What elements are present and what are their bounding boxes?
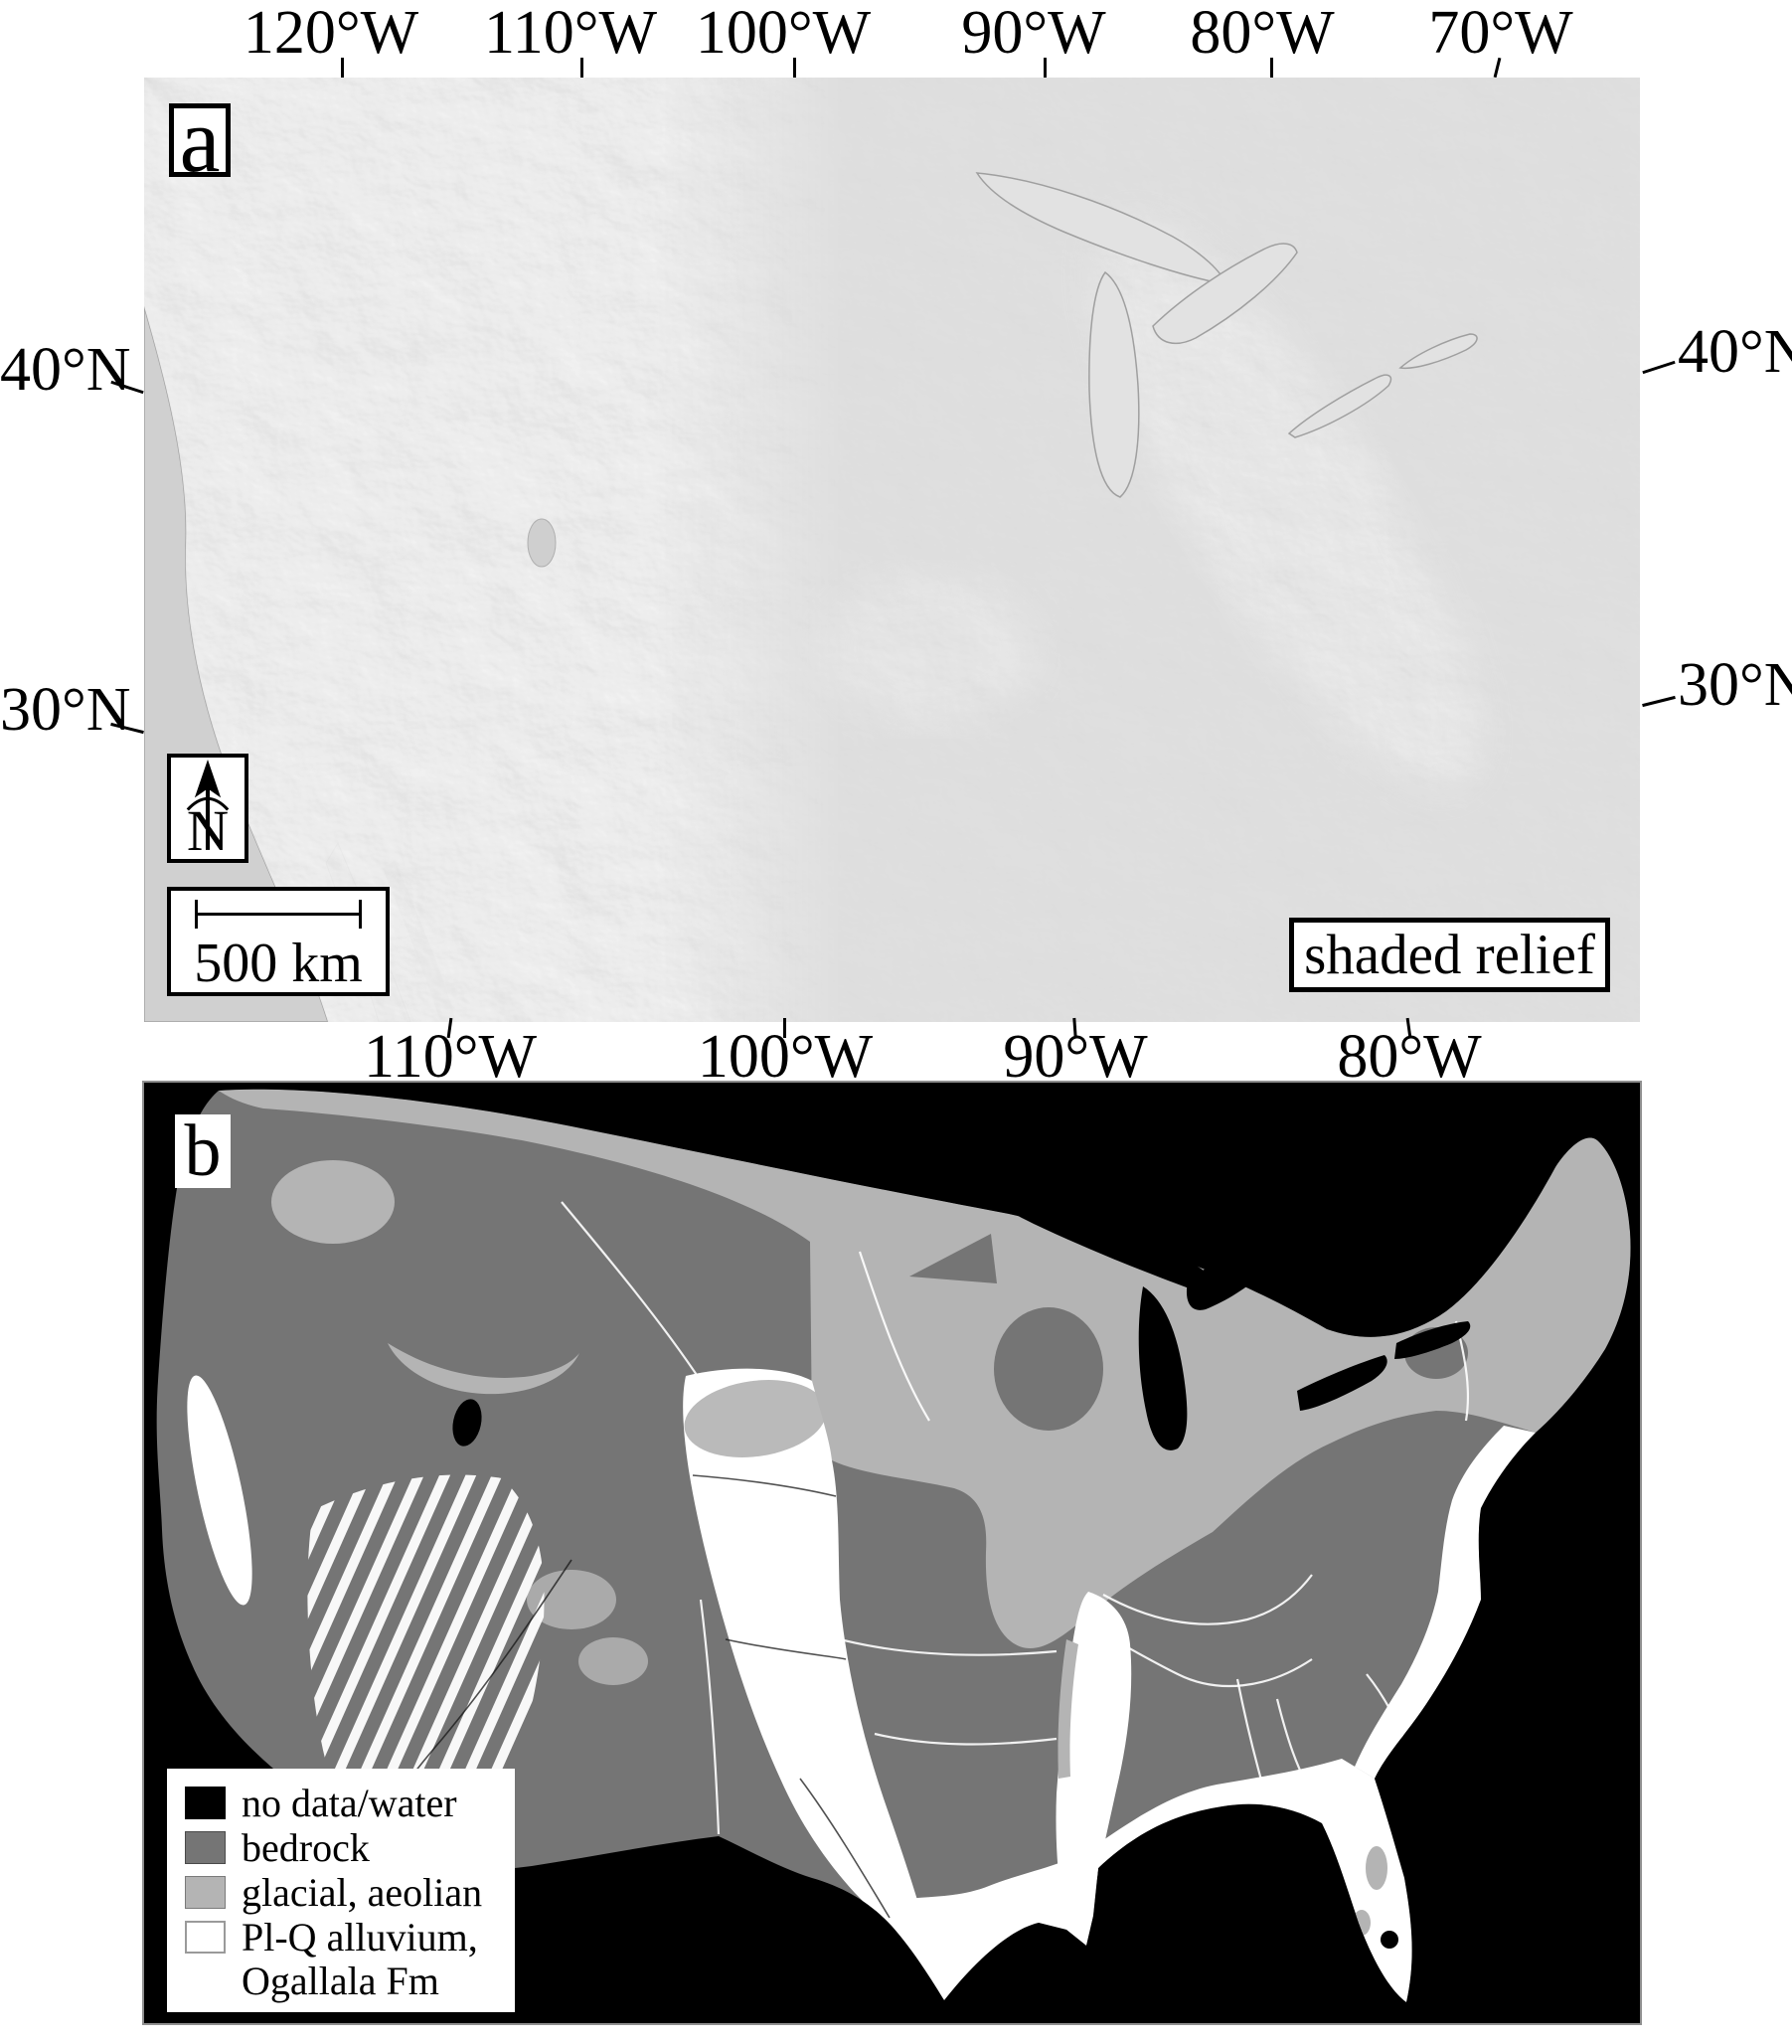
florida-aeolian-patch	[1366, 1846, 1387, 1890]
panel-a-letter: a	[179, 89, 221, 191]
legend-swatch-alluvium	[185, 1921, 226, 1954]
legend-item-no-data: no data/water	[185, 1781, 505, 1825]
lake-okeechobee	[1381, 1931, 1398, 1949]
north-label-glyph: N	[187, 798, 229, 859]
top-axis-label: 70°W	[1428, 0, 1573, 67]
shaded-relief-caption-box: shaded relief	[1289, 918, 1610, 992]
shaded-relief-rendering	[144, 78, 1640, 1022]
great-salt-lake-relief	[527, 518, 557, 568]
great-salt-lake	[452, 1399, 482, 1447]
right-axis-tick	[1642, 695, 1676, 708]
right-axis-label: 40°N	[1678, 318, 1792, 386]
atlantic-coastal-plain-alluvium	[1355, 1426, 1536, 1779]
scale-bar-line	[195, 900, 362, 930]
top-axis-label: 110°W	[483, 0, 658, 67]
north-arrow-box: N N	[167, 754, 248, 863]
legend-item-bedrock: bedrock	[185, 1825, 505, 1870]
panel-b-letter: b	[184, 1110, 222, 1192]
map-legend: no data/water bedrock glacial, aeolian P…	[167, 1769, 515, 2012]
colorado-plateau-patch	[578, 1637, 648, 1685]
legend-item-alluvium-line2: Ogallala Fm	[185, 1959, 505, 2003]
top-axis-label: 90°W	[961, 0, 1106, 67]
panel-b-geology-map: b no data/water bedrock glacial, aeolian…	[142, 1081, 1642, 2025]
top-axis-tick	[580, 58, 583, 78]
right-axis-label: 30°N	[1678, 651, 1792, 719]
central-valley-alluvium	[187, 1375, 252, 1606]
great-lakes-water	[951, 1164, 1471, 1450]
legend-swatch-bedrock	[185, 1831, 226, 1864]
panel-a-letter-box: a	[169, 94, 231, 186]
relief-texture-ozarks	[144, 78, 1640, 1022]
superior-upland-bedrock-patch	[909, 1234, 997, 1283]
middle-axis-label: 80°W	[1337, 1023, 1482, 1091]
top-axis-tick	[1270, 58, 1273, 78]
legend-item-alluvium: Pl-Q alluvium,	[185, 1915, 505, 1959]
white-river-lines	[561, 1201, 1470, 1835]
scale-bar-box: 500 km	[167, 887, 390, 996]
great-lakes-outlines	[975, 172, 1478, 498]
top-axis-label: 100°W	[695, 0, 872, 67]
driftless-bedrock-patch	[994, 1307, 1103, 1431]
legend-swatch-no-data	[185, 1787, 226, 1819]
top-axis-tick	[1044, 58, 1047, 78]
great-plains-alluvium-region	[683, 1368, 944, 2000]
legend-label: no data/water	[242, 1780, 457, 1825]
legend-label: glacial, aeolian	[242, 1869, 483, 1915]
north-arrow-icon: N	[186, 760, 230, 859]
middle-axis-label: 110°W	[363, 1023, 538, 1091]
colorado-plateau-patch	[527, 1570, 616, 1629]
middle-axis-label: 90°W	[1003, 1023, 1148, 1091]
glacial-aeolian-region	[219, 1089, 1631, 1649]
panel-a-shaded-relief-map: a N N 500 km shaded relief	[144, 78, 1640, 1022]
left-axis-label: 40°N	[0, 336, 131, 404]
gulf-coastal-plain-florida-alluvium	[897, 1759, 1412, 2002]
crowleys-ridge-patch	[1058, 1639, 1078, 1779]
nebraska-sandhills-patch	[684, 1380, 827, 1457]
florida-aeolian-patch	[1353, 1910, 1371, 1936]
columbia-basin-patch	[271, 1160, 395, 1244]
legend-swatch-glacial	[185, 1876, 226, 1909]
left-axis-label: 30°N	[0, 676, 131, 744]
shaded-relief-caption: shaded relief	[1304, 924, 1595, 986]
mississippi-valley-alluvium	[1056, 1592, 1132, 1930]
basin-and-range-alluvium-stripes	[307, 1474, 545, 1859]
snake-river-plain-patch	[388, 1343, 579, 1395]
panel-b-letter-box: b	[175, 1114, 231, 1188]
geology-map-rendering	[156, 1089, 1631, 2002]
legend-label: Pl-Q alluvium,	[242, 1914, 478, 1959]
legend-label: Ogallala Fm	[242, 1959, 439, 2003]
legend-item-glacial: glacial, aeolian	[185, 1870, 505, 1915]
legend-label: bedrock	[242, 1824, 370, 1870]
top-axis-label: 120°W	[243, 0, 419, 67]
scale-bar-label: 500 km	[194, 933, 363, 994]
middle-axis-label: 100°W	[697, 1023, 874, 1091]
top-axis-label: 80°W	[1190, 0, 1335, 67]
top-axis-tick	[341, 58, 344, 78]
top-axis-tick	[793, 58, 796, 78]
middle-axis-tick	[783, 1018, 786, 1038]
right-axis-tick	[1642, 360, 1676, 375]
